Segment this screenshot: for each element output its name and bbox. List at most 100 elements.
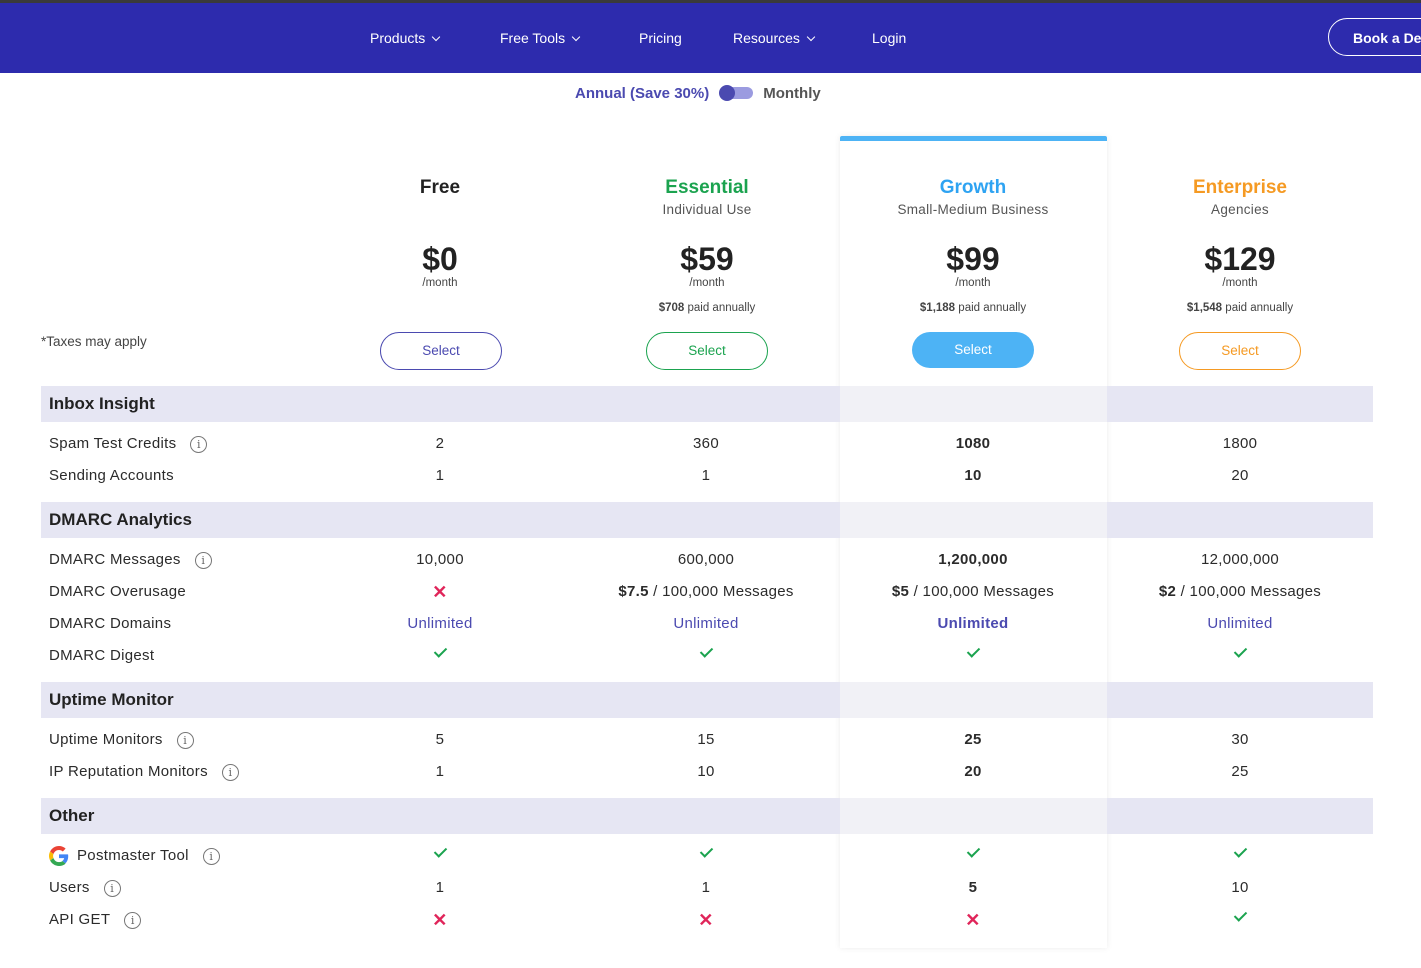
growth-column-shade <box>840 386 1107 422</box>
plan-period: /month <box>422 277 458 289</box>
check-icon <box>1233 844 1247 858</box>
feature-value: 10 <box>964 467 982 484</box>
cross-icon: ✕ <box>698 910 714 930</box>
overusage-price: $2 <box>1158 583 1177 600</box>
feature-value: 600,000 <box>677 551 735 568</box>
info-icon[interactable]: i <box>103 879 121 897</box>
book-a-demo-button[interactable]: Book a De <box>1328 18 1421 56</box>
feature-value: 10,000 <box>416 551 464 568</box>
info-icon[interactable]: i <box>194 551 212 569</box>
plan-name: Essential <box>665 177 749 198</box>
feature-value: 5 <box>435 731 445 748</box>
feature-value: 5 <box>968 879 978 896</box>
select-enterprise-button[interactable]: Select <box>1179 332 1301 370</box>
overusage-unit: / 100,000 Messages <box>909 583 1055 600</box>
feature-label-text: Sending Accounts <box>49 467 174 484</box>
nav-login[interactable]: Login <box>872 3 906 73</box>
feature-value <box>1107 640 1373 672</box>
plan-subtitle: Small-Medium Business <box>897 202 1049 217</box>
feature-row: API GET i ✕ ✕ ✕ <box>41 904 1373 936</box>
feature-value: $5 / 100,000 Messages <box>840 576 1106 608</box>
check-icon <box>433 844 447 858</box>
feature-value <box>573 840 839 872</box>
plan-period: /month <box>1222 277 1258 289</box>
feature-value: Unlimited <box>1207 615 1273 632</box>
feature-value: 1 <box>701 467 711 484</box>
feature-value: Unlimited <box>937 615 1009 632</box>
feature-label-text: DMARC Domains <box>49 615 172 632</box>
feature-value: Unlimited <box>407 615 473 632</box>
feature-value: 20 <box>964 763 982 780</box>
feature-label-text: DMARC Messages <box>49 551 181 568</box>
feature-row: Spam Test Credits i 2 360 1080 1800 <box>41 428 1373 460</box>
feature-label: DMARC Domains <box>49 608 171 640</box>
nav-resources[interactable]: Resources <box>733 3 816 73</box>
monthly-option-label[interactable]: Monthly <box>763 84 821 102</box>
nav-pricing[interactable]: Pricing <box>639 3 682 73</box>
select-growth-button[interactable]: Select <box>912 332 1034 368</box>
section-header: Other <box>41 798 1373 834</box>
annual-option-label[interactable]: Annual (Save 30%) <box>575 84 710 102</box>
feature-value: ✕ <box>307 576 573 610</box>
feature-value <box>307 840 573 872</box>
feature-value <box>1107 840 1373 872</box>
growth-column-shade <box>840 798 1107 834</box>
feature-value: 30 <box>1231 731 1249 748</box>
feature-label: Sending Accounts <box>49 460 174 492</box>
check-icon <box>1233 644 1247 658</box>
feature-value <box>840 840 1106 872</box>
feature-label-text: DMARC Digest <box>49 647 155 664</box>
feature-value: 12,000,000 <box>1200 551 1280 568</box>
feature-value <box>1107 904 1373 936</box>
nav-resources-label: Resources <box>733 30 800 46</box>
nav-free-tools[interactable]: Free Tools <box>500 3 581 73</box>
feature-value: 1 <box>701 879 711 896</box>
feature-label: Uptime Monitors i <box>49 724 194 756</box>
section-title: Inbox Insight <box>49 394 155 413</box>
feature-row: DMARC Overusage ✕ $7.5 / 100,000 Messages $… <box>41 576 1373 608</box>
feature-value <box>840 640 1106 672</box>
check-icon <box>699 844 713 858</box>
feature-label: IP Reputation Monitors i <box>49 756 239 788</box>
select-free-button[interactable]: Select <box>380 332 502 370</box>
cross-icon: ✕ <box>965 910 981 930</box>
growth-highlight-bar <box>840 136 1107 141</box>
info-icon[interactable]: i <box>176 731 194 749</box>
plan-free: Free $0 /month <box>307 176 573 316</box>
plan-name: Free <box>419 177 461 198</box>
growth-column-shade <box>840 682 1107 718</box>
feature-value: 15 <box>697 731 715 748</box>
toggle-knob <box>719 85 736 101</box>
plan-growth: Growth Small-Medium Business $99 /month … <box>840 176 1106 316</box>
top-navigation-bar: Products Free Tools Pricing Resources Lo… <box>0 3 1421 73</box>
info-icon[interactable]: i <box>190 435 208 453</box>
nav-products[interactable]: Products <box>370 3 441 73</box>
billing-toggle-switch[interactable] <box>719 85 754 101</box>
overusage-unit: / 100,000 Messages <box>648 583 794 600</box>
feature-value <box>307 640 573 672</box>
plan-annual-note: $708 paid annually <box>658 302 756 314</box>
section-title: Other <box>49 806 95 825</box>
nav-login-label: Login <box>872 30 907 46</box>
feature-label: API GET i <box>49 904 142 936</box>
feature-row: Postmaster Tool i <box>41 840 1373 872</box>
check-icon <box>966 644 980 658</box>
section-title: DMARC Analytics <box>49 510 192 529</box>
section-header: Inbox Insight <box>41 386 1373 422</box>
feature-label: DMARC Overusage <box>49 576 186 608</box>
cross-icon: ✕ <box>432 910 448 930</box>
plan-annual-note: $1,548 paid annually <box>1186 302 1294 314</box>
window-top-border <box>0 0 1421 3</box>
google-icon <box>49 846 69 866</box>
taxes-note: *Taxes may apply <box>41 334 147 349</box>
nav-pricing-label: Pricing <box>639 30 682 46</box>
feature-label-text: Postmaster Tool <box>77 847 189 864</box>
info-icon[interactable]: i <box>221 763 239 781</box>
billing-toggle: Annual (Save 30%) Monthly <box>575 82 821 104</box>
info-icon[interactable]: i <box>124 911 142 929</box>
info-icon[interactable]: i <box>202 847 220 865</box>
feature-value: 25 <box>964 731 982 748</box>
nav-products-label: Products <box>370 30 426 46</box>
plan-subtitle: Individual Use <box>662 202 752 217</box>
select-essential-button[interactable]: Select <box>646 332 768 370</box>
